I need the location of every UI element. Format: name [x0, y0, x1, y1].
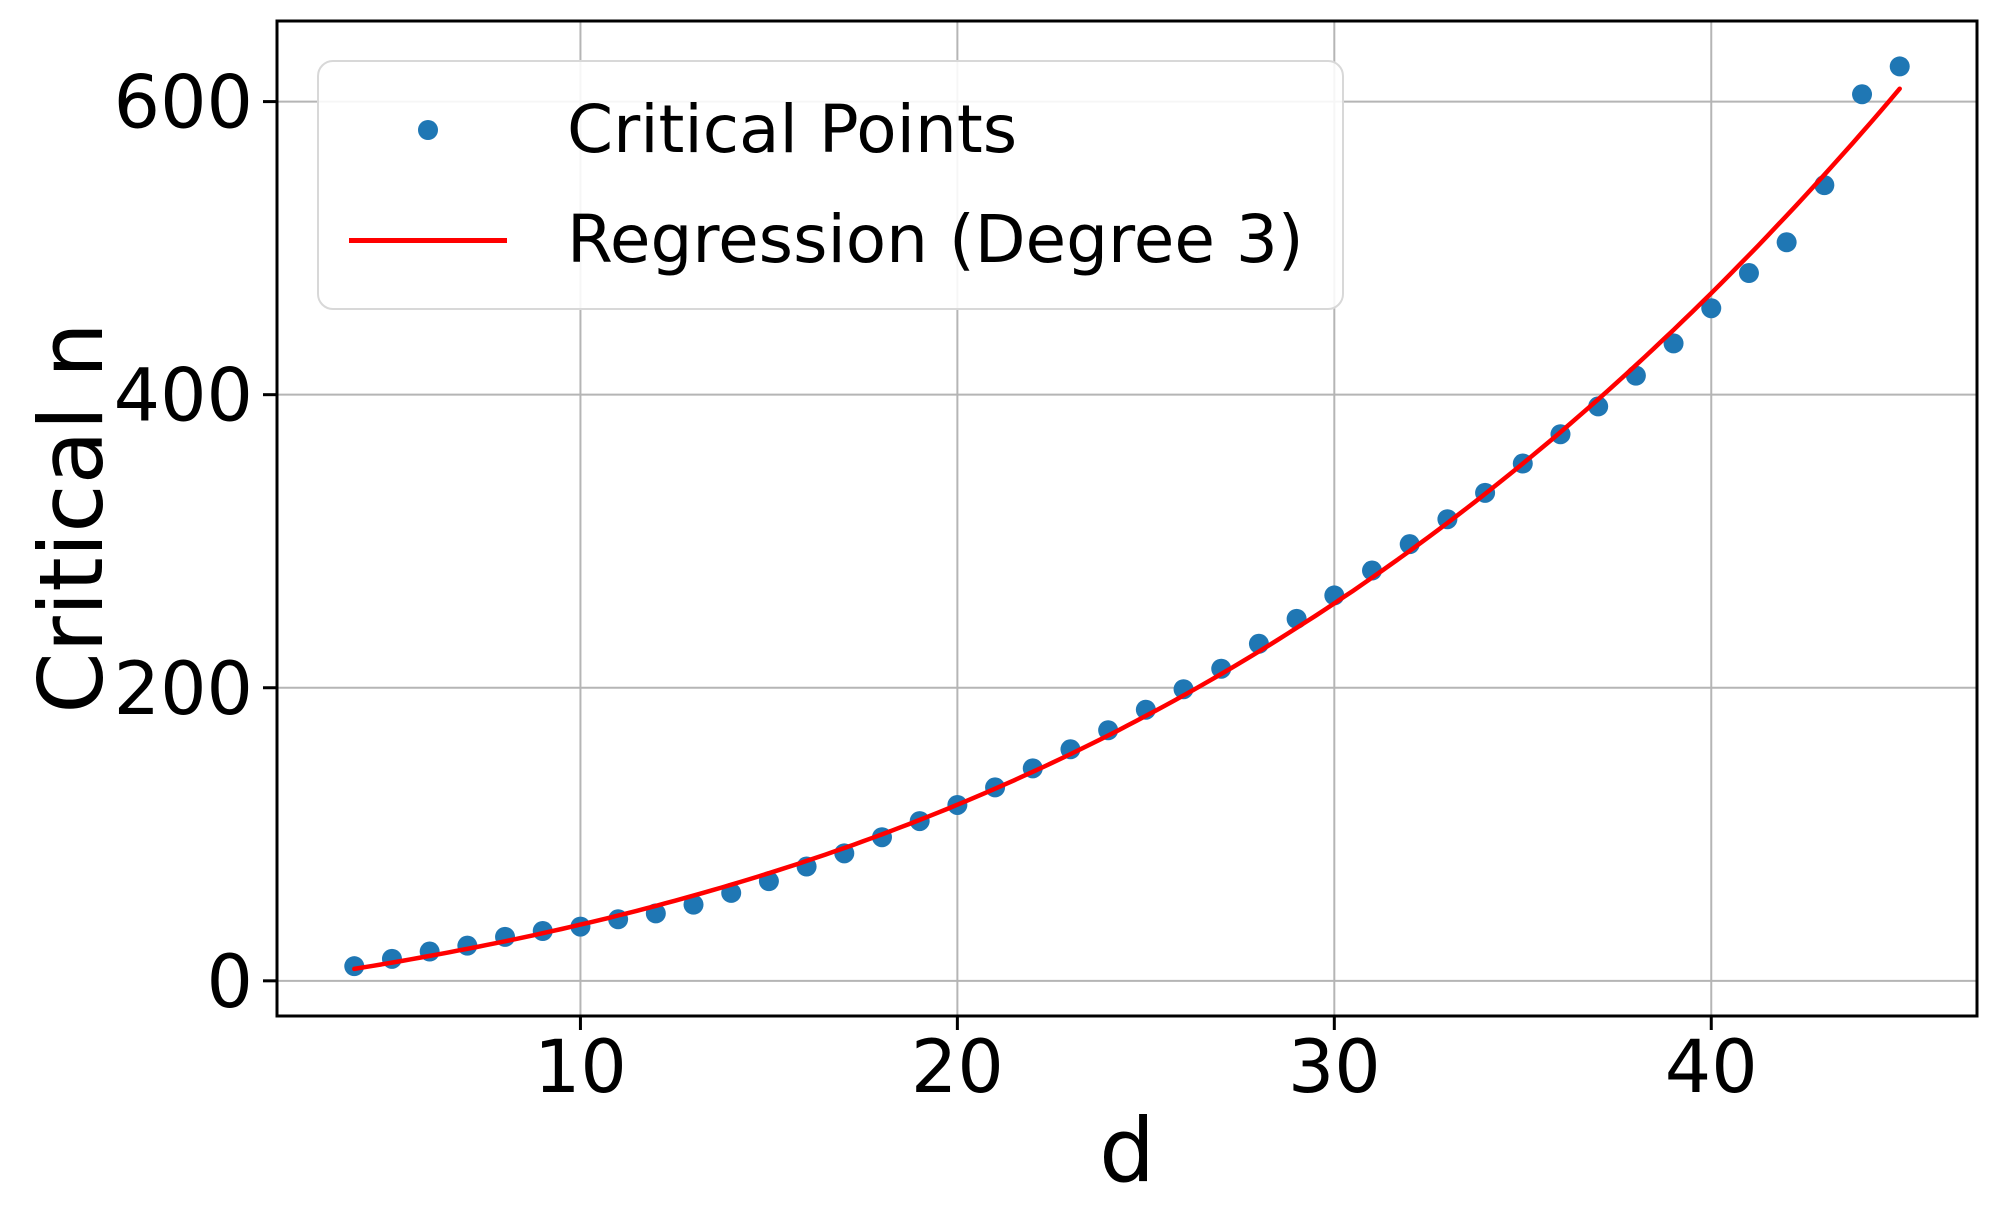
scatter-point [1776, 232, 1797, 253]
axes-spines [275, 19, 1979, 1018]
legend-handle [349, 120, 507, 140]
regression-line [352, 86, 1902, 972]
x-tick-label: 30 [1288, 1025, 1381, 1110]
legend-handle [349, 237, 507, 243]
scatter-point [1211, 658, 1232, 679]
y-tick-label: 200 [114, 647, 253, 732]
legend-marker-dot-icon [418, 120, 438, 140]
legend: Critical Points Regression (Degree 3) [317, 60, 1344, 310]
y-tick-label: 600 [114, 61, 253, 146]
scatter-point [1663, 333, 1684, 354]
y-tick-label: 400 [114, 354, 253, 439]
x-tick-label: 20 [911, 1025, 1004, 1110]
legend-entry-regression: Regression (Degree 3) [349, 190, 1304, 290]
x-tick-label: 40 [1665, 1025, 1758, 1110]
scatter-point [1889, 56, 1910, 77]
legend-label-critical-points: Critical Points [567, 91, 1018, 168]
x-tick-label: 10 [534, 1025, 627, 1110]
scatter-point [1738, 263, 1759, 284]
legend-label-regression: Regression (Degree 3) [567, 201, 1304, 278]
y-tick-label: 0 [207, 940, 253, 1025]
x-axis-label: d [1099, 1099, 1155, 1202]
scatter-point [344, 956, 365, 977]
legend-entry-critical-points: Critical Points [349, 80, 1304, 180]
scatter-point [1852, 84, 1873, 105]
scatter-point [683, 894, 704, 915]
y-axis-label: Critical n [20, 322, 123, 714]
legend-line-sample-icon [349, 237, 507, 243]
scatter-point [1701, 298, 1722, 319]
